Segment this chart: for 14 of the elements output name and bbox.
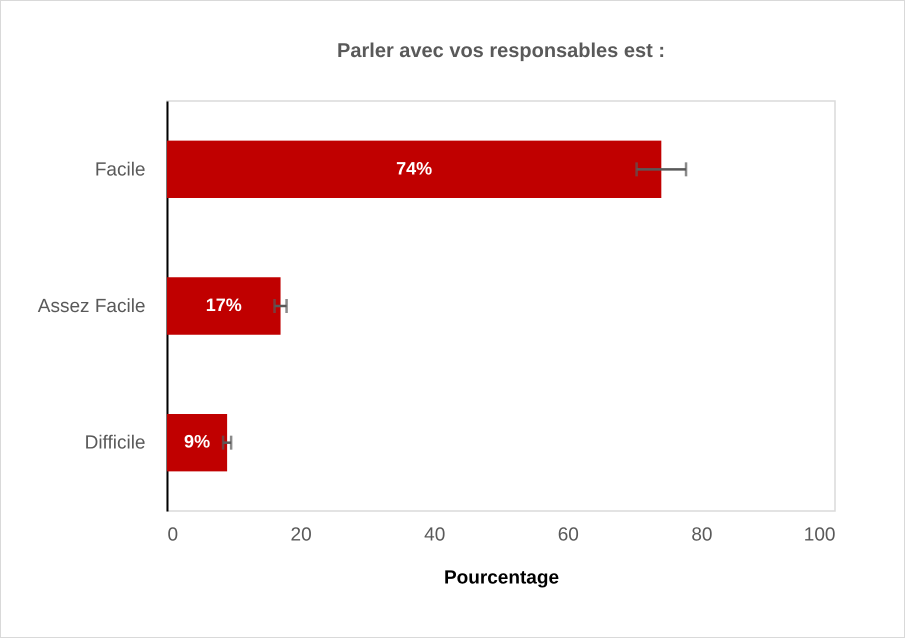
x-tick-label: 100 (804, 524, 836, 546)
chart-title: Parler avec vos responsables est : (337, 40, 665, 62)
x-tick-label: 80 (691, 524, 712, 546)
y-tick-label: Facile (94, 159, 146, 180)
y-tick-label: Assez Facile (38, 296, 146, 317)
y-tick-label: Difficile (84, 432, 146, 454)
data-label: 17% (206, 295, 242, 315)
x-tick-label: 60 (558, 524, 579, 546)
x-tick-label: 40 (424, 524, 446, 546)
x-tick-label: 0 (168, 524, 178, 546)
data-label: 9% (184, 432, 210, 452)
x-tick-label: 20 (290, 524, 312, 546)
data-label: 74% (396, 158, 432, 178)
x-axis-title: Pourcentage (444, 568, 560, 588)
